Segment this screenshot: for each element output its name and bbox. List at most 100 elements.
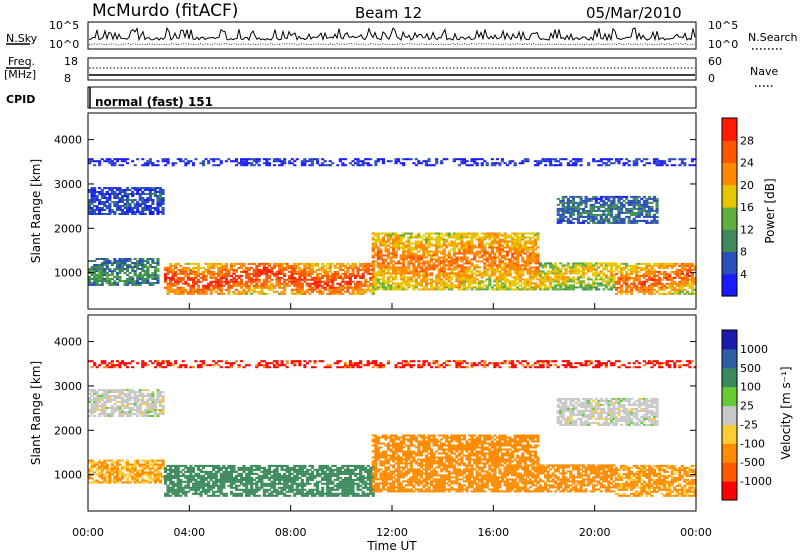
heatmap-cell	[407, 280, 411, 283]
heatmap-cell	[93, 260, 97, 262]
heatmap-cell	[265, 276, 269, 279]
heatmap-cell	[503, 288, 507, 291]
heatmap-cell	[533, 286, 538, 289]
heatmap-cell	[376, 280, 380, 283]
heatmap-cell	[678, 282, 682, 285]
heatmap-cell	[625, 284, 629, 287]
heatmap-cell	[500, 240, 505, 243]
heatmap-cell	[642, 292, 646, 295]
heatmap-cell	[468, 282, 472, 285]
heatmap-cell	[409, 272, 413, 275]
heatmap-cell	[412, 272, 416, 275]
nsky-tick-bottom: 10^0	[49, 38, 79, 51]
heatmap-cell	[470, 242, 474, 245]
heatmap-cell	[617, 221, 621, 224]
heatmap-cell	[660, 288, 664, 291]
heatmap-cell	[442, 262, 446, 265]
heatmap-cell	[523, 242, 527, 245]
heatmap-cell	[447, 252, 451, 255]
heatmap-cell	[336, 290, 340, 293]
heatmap-cell	[678, 284, 682, 287]
heatmap-cell	[399, 272, 403, 275]
heatmap-cell	[113, 205, 117, 207]
heatmap-cell	[404, 158, 408, 161]
heatmap-cell	[384, 260, 388, 263]
heatmap-cell	[141, 258, 145, 260]
heatmap-cell	[321, 268, 325, 271]
heatmap-cell	[650, 268, 654, 271]
heatmap-cell	[151, 258, 155, 260]
heatmap-cell	[394, 284, 398, 287]
heatmap-cell	[115, 195, 120, 197]
heatmap-cell	[136, 158, 140, 161]
heatmap-cell	[690, 262, 695, 265]
heatmap-cell	[204, 262, 208, 265]
heatmap-cell	[143, 260, 147, 262]
heatmap-cell	[300, 286, 304, 289]
heatmap-cell	[536, 260, 540, 263]
heatmap-cell	[424, 288, 429, 291]
heatmap-cell	[592, 209, 596, 212]
heatmap-cell	[98, 270, 102, 272]
heatmap-cell	[635, 284, 639, 287]
heatmap-cell	[293, 160, 297, 163]
heatmap-cell	[523, 248, 527, 251]
heatmap-cell	[500, 256, 505, 259]
heatmap-cell	[531, 246, 535, 249]
heatmap-cell	[283, 284, 287, 287]
heatmap-cell	[120, 258, 125, 260]
heatmap-cell	[620, 205, 624, 208]
heatmap-cell	[627, 207, 631, 210]
heatmap-cell	[176, 272, 180, 275]
heatmap-cell	[371, 280, 375, 283]
heatmap-cell	[229, 286, 234, 289]
heatmap-cell	[245, 280, 249, 283]
heatmap-cell	[110, 211, 114, 213]
heatmap-cell	[399, 274, 403, 277]
heatmap-cell	[371, 268, 375, 271]
heatmap-cell	[156, 260, 160, 262]
heatmap-cell	[498, 238, 502, 241]
heatmap-cell	[224, 262, 228, 265]
heatmap-cell	[379, 158, 383, 161]
heatmap-cell	[181, 276, 185, 279]
heatmap-cell	[95, 405, 99, 407]
heatmap-cell	[559, 158, 563, 161]
heatmap-cell	[95, 463, 99, 466]
heatmap-cell	[217, 286, 221, 289]
heatmap-cell	[103, 459, 107, 462]
heatmap-cell	[88, 260, 92, 262]
heatmap-cell	[685, 280, 690, 283]
heatmap-cell	[374, 288, 378, 291]
heatmap-cell	[328, 288, 332, 291]
heatmap-cell	[98, 471, 102, 474]
heatmap-cell	[143, 282, 147, 284]
heatmap-cell	[660, 264, 664, 267]
colorbar-tick-label: 28	[740, 134, 754, 147]
heatmap-cell	[559, 164, 563, 167]
heatmap-cell	[437, 260, 441, 263]
heatmap-cell	[138, 395, 142, 397]
heatmap-cell	[399, 242, 403, 245]
heatmap-cell	[138, 391, 142, 393]
heatmap-cell	[500, 284, 505, 287]
heatmap-cell	[655, 219, 659, 222]
heatmap-cell	[483, 268, 487, 271]
heatmap-cell	[518, 278, 522, 281]
heatmap-cell	[389, 284, 393, 287]
heatmap-cell	[521, 258, 525, 261]
heatmap-cell	[508, 162, 512, 165]
heatmap-cell	[430, 274, 434, 277]
heatmap-cell	[88, 477, 92, 480]
heatmap-cell	[204, 286, 208, 289]
heatmap-cell	[131, 475, 135, 478]
heatmap-cell	[290, 274, 294, 277]
heatmap-cell	[265, 280, 269, 283]
heatmap-cell	[632, 284, 636, 287]
heatmap-cell	[138, 211, 142, 213]
heatmap-cell	[164, 266, 168, 269]
heatmap-cell	[531, 248, 535, 251]
heatmap-cell	[133, 475, 137, 478]
heatmap-cell	[381, 278, 386, 281]
heatmap-cell	[295, 286, 299, 289]
